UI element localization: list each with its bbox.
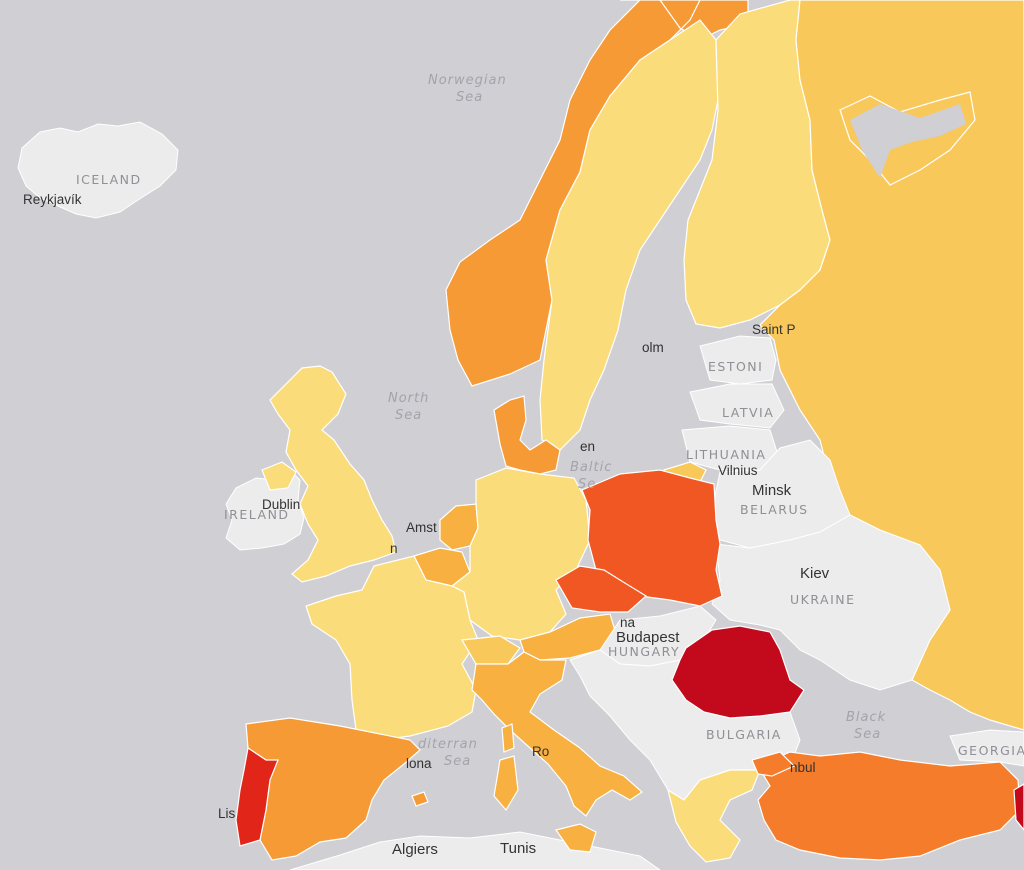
- city-label-amsterdam: Amst: [406, 520, 437, 535]
- sardinia[interactable]: [493, 755, 519, 812]
- country-label-ireland: IRELAND: [224, 507, 290, 522]
- city-label-copenhagen: en: [580, 439, 595, 454]
- france[interactable]: [305, 555, 479, 741]
- northern-ireland[interactable]: [261, 461, 297, 491]
- city-label-dublin: Dublin: [262, 497, 300, 512]
- city-label-stockholm: olm: [642, 340, 664, 355]
- portugal[interactable]: [235, 746, 279, 847]
- romania[interactable]: [671, 625, 805, 719]
- sea-label-north-1: North: [388, 391, 429, 406]
- city-label-istanbul: nbul: [790, 760, 816, 775]
- latvia[interactable]: [689, 383, 785, 429]
- thrace[interactable]: [751, 751, 796, 777]
- sea-label-baltic-1: Baltic: [570, 460, 612, 475]
- city-label-london: n: [390, 541, 398, 556]
- country-label-ukraine: UKRAINE: [790, 592, 856, 607]
- sea-label-mediterranean-2: Sea: [444, 754, 471, 769]
- city-label-vilnius: Vilnius: [718, 463, 758, 478]
- switzerland[interactable]: [461, 635, 521, 665]
- city-label-vienna: na: [620, 615, 636, 630]
- sea-label-norwegian-2: Sea: [456, 90, 483, 105]
- georgia[interactable]: [949, 729, 1024, 767]
- city-label-barcelona: lona: [406, 756, 432, 771]
- greece[interactable]: [667, 769, 761, 863]
- balearic[interactable]: [411, 791, 429, 807]
- city-label-budapest: Budapest: [616, 629, 680, 646]
- city-label-rome: Ro: [532, 744, 549, 759]
- sea-label-baltic-2: Se: [578, 477, 596, 492]
- city-label-minsk: Minsk: [752, 482, 792, 499]
- poland[interactable]: [581, 469, 723, 607]
- armenia-edge[interactable]: [1013, 783, 1024, 831]
- united-kingdom[interactable]: [269, 365, 397, 583]
- czechia[interactable]: [555, 565, 648, 613]
- city-label-lisbon: Lis: [218, 806, 236, 821]
- sicily[interactable]: [555, 823, 597, 853]
- estonia[interactable]: [699, 335, 777, 385]
- city-label-algiers: Algiers: [392, 841, 438, 858]
- turkey[interactable]: [757, 751, 1021, 861]
- sea-label-norwegian-1: Norwegian: [428, 73, 507, 88]
- city-label-kiev: Kiev: [800, 565, 830, 582]
- country-label-belarus: BELARUS: [740, 502, 809, 517]
- sea-label-mediterranean-1: diterran: [418, 737, 478, 752]
- iceland[interactable]: [17, 121, 179, 219]
- country-label-lithuania: LITHUANIA: [686, 447, 766, 462]
- city-label-tunis: Tunis: [500, 840, 536, 857]
- country-label-iceland: ICELAND: [76, 172, 142, 187]
- sweden[interactable]: [539, 19, 719, 451]
- country-label-bulgaria: BULGARIA: [706, 727, 782, 742]
- country-label-estonia: ESTONI: [708, 359, 763, 374]
- ukraine[interactable]: [711, 514, 951, 691]
- country-label-hungary: HUNGARY: [608, 644, 680, 659]
- sea-label-north-2: Sea: [395, 408, 422, 423]
- sea-label-black-1: Black: [846, 710, 886, 725]
- city-label-reykjavik: Reykjavík: [23, 192, 82, 207]
- country-label-latvia: LATVIA: [722, 405, 774, 420]
- country-label-georgia: GEORGIA: [958, 743, 1024, 758]
- denmark[interactable]: [493, 395, 561, 475]
- white-sea: [850, 104, 966, 178]
- sea-label-black-2: Sea: [854, 727, 881, 742]
- city-label-saint-petersburg: Saint P: [752, 322, 796, 337]
- corsica[interactable]: [501, 723, 515, 753]
